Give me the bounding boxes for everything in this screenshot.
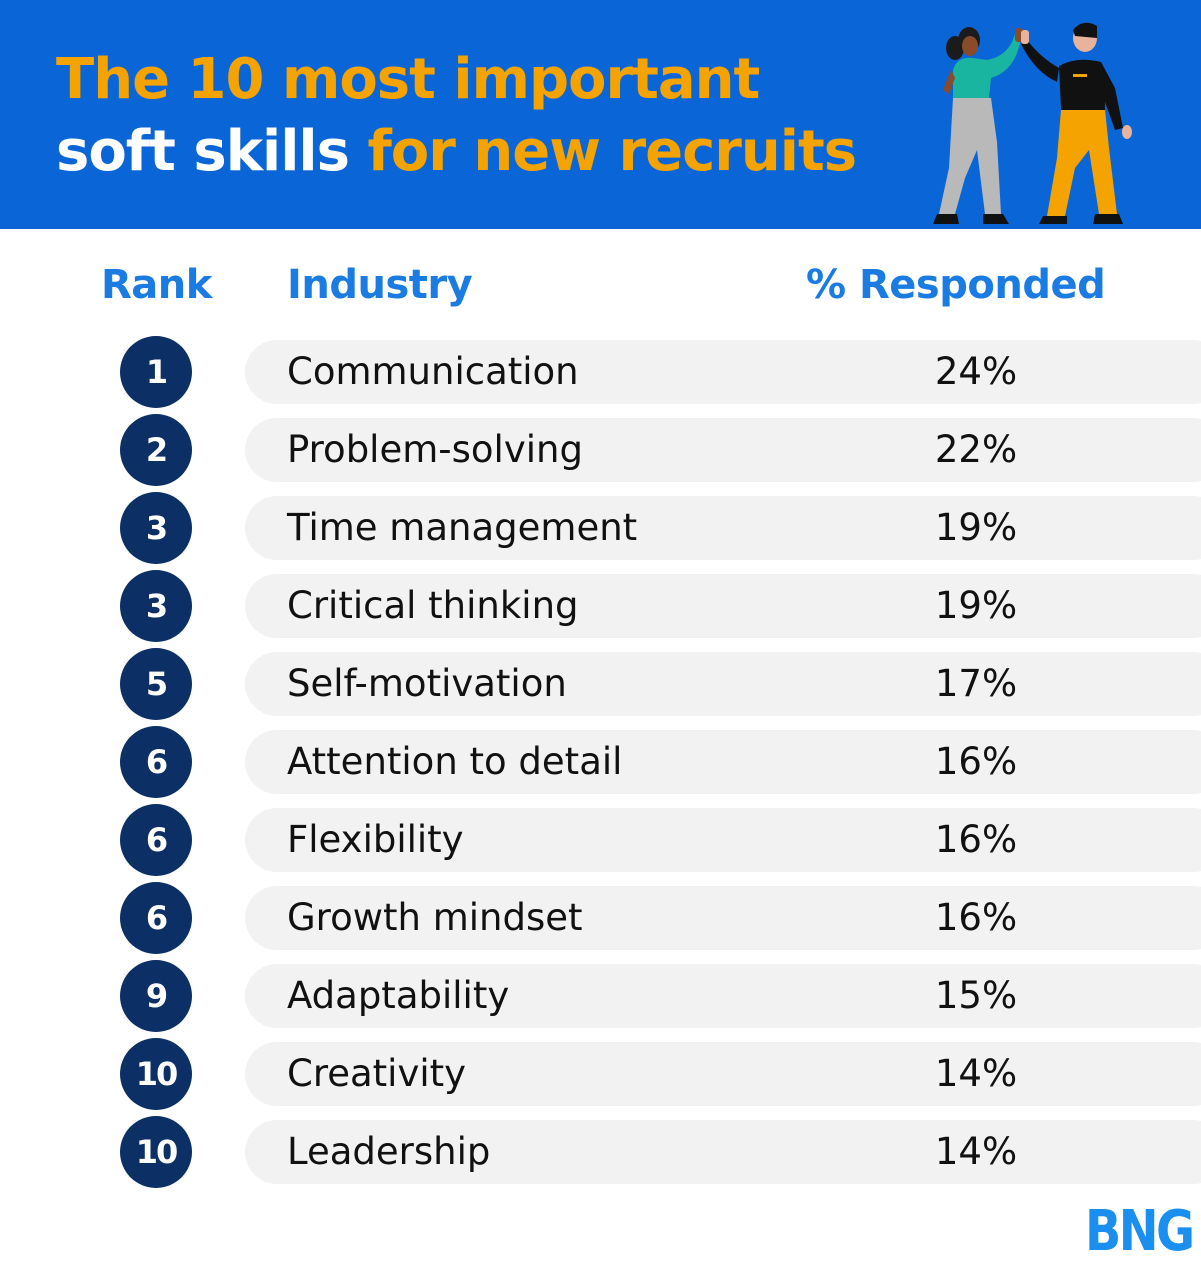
skill-name: Flexibility [287,818,464,861]
skill-name: Self-motivation [287,662,567,705]
column-header-rank: Rank [101,262,212,308]
table-row: 9 Adaptability 15% [0,960,1201,1032]
row-background [245,1042,1201,1106]
row-background [245,1120,1201,1184]
rank-badge: 10 [120,1038,192,1110]
skill-name: Problem-solving [287,428,583,471]
row-background [245,418,1201,482]
table-row: 6 Attention to detail 16% [0,726,1201,798]
percent-responded: 19% [934,506,1018,549]
rank-badge: 3 [120,492,192,564]
table-row: 1 Communication 24% [0,336,1201,408]
percent-responded: 14% [934,1130,1018,1173]
woman-figure [933,27,1023,224]
percent-responded: 16% [934,818,1018,861]
table-row: 5 Self-motivation 17% [0,648,1201,720]
table-row: 6 Flexibility 16% [0,804,1201,876]
row-background [245,340,1201,404]
row-background [245,730,1201,794]
table-row: 2 Problem-solving 22% [0,414,1201,486]
rank-badge: 5 [120,648,192,720]
skill-name: Critical thinking [287,584,579,627]
page-title: The 10 most important soft skills for ne… [56,44,857,188]
skill-name: Creativity [287,1052,467,1095]
skill-name: Adaptability [287,974,510,1017]
table-row: 10 Creativity 14% [0,1038,1201,1110]
row-background [245,886,1201,950]
row-background [245,496,1201,560]
skill-name: Communication [287,350,579,393]
percent-responded: 16% [934,896,1018,939]
row-background [245,574,1201,638]
brand-logo: BNG [1085,1199,1195,1264]
table-row: 3 Time management 19% [0,492,1201,564]
rank-badge: 1 [120,336,192,408]
table-row: 10 Leadership 14% [0,1116,1201,1188]
skill-name: Attention to detail [287,740,623,783]
title-line-2-white: soft skills [56,119,350,184]
row-background [245,808,1201,872]
table-row: 6 Growth mindset 16% [0,882,1201,954]
high-five-illustration [933,22,1132,224]
rank-badge: 2 [120,414,192,486]
row-background [245,964,1201,1028]
title-line-1: The 10 most important [56,47,760,112]
percent-responded: 19% [934,584,1018,627]
table-row: 3 Critical thinking 19% [0,570,1201,642]
title-line-2-orange: for new recruits [367,119,857,184]
rank-badge: 6 [120,882,192,954]
title-line-2: soft skills for new recruits [56,116,857,188]
column-header-industry: Industry [287,262,473,308]
rank-badge: 9 [120,960,192,1032]
rank-badge: 6 [120,726,192,798]
skill-name: Time management [287,506,638,549]
header-banner: The 10 most important soft skills for ne… [0,0,1201,229]
percent-responded: 17% [934,662,1018,705]
row-background [245,652,1201,716]
percent-responded: 22% [934,428,1018,471]
percent-responded: 16% [934,740,1018,783]
skill-name: Leadership [287,1130,491,1173]
percent-responded: 15% [934,974,1018,1017]
percent-responded: 14% [934,1052,1018,1095]
man-figure [1021,22,1132,224]
rank-badge: 10 [120,1116,192,1188]
rank-badge: 3 [120,570,192,642]
skill-name: Growth mindset [287,896,583,939]
column-header-percent: % Responded [806,262,1106,308]
rank-badge: 6 [120,804,192,876]
percent-responded: 24% [934,350,1018,393]
